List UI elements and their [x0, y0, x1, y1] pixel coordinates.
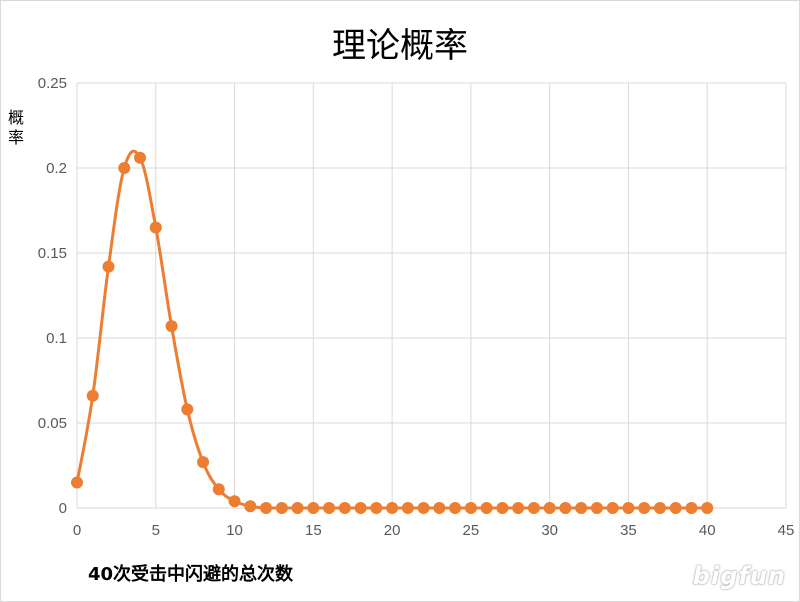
- data-point: [86, 389, 99, 402]
- data-point: [291, 502, 304, 514]
- x-tick-label: 15: [305, 522, 322, 539]
- data-point: [653, 502, 666, 514]
- data-point: [275, 502, 288, 514]
- data-point: [527, 502, 540, 514]
- data-point: [464, 502, 477, 514]
- x-tick-label: 45: [778, 522, 795, 539]
- x-tick-label: 30: [541, 522, 558, 539]
- data-point: [165, 320, 178, 333]
- data-point: [197, 456, 210, 469]
- data-point: [260, 502, 273, 514]
- data-point: [386, 502, 399, 514]
- y-tick-label: 0.25: [38, 75, 67, 92]
- x-tick-labels: 0 5 10 15 20 25 30 35 40 45: [73, 522, 795, 539]
- data-point: [512, 502, 525, 514]
- data-point: [433, 502, 446, 514]
- y-tick-label: 0.1: [46, 330, 67, 347]
- x-tick-label: 40: [699, 522, 716, 539]
- data-point: [496, 502, 509, 514]
- data-point: [338, 502, 351, 514]
- x-tick-label: 35: [620, 522, 637, 539]
- y-tick-label: 0: [59, 500, 67, 517]
- data-point: [575, 502, 588, 514]
- data-point: [71, 476, 83, 489]
- y-tick-label: 0.05: [38, 415, 67, 432]
- x-tick-label: 10: [226, 522, 243, 539]
- data-point: [370, 502, 383, 514]
- data-point: [228, 495, 241, 508]
- data-point: [638, 502, 651, 514]
- data-point: [118, 162, 131, 174]
- data-point: [323, 502, 336, 514]
- data-point: [449, 502, 462, 514]
- chart-title: 理论概率: [332, 26, 468, 66]
- data-point: [401, 502, 414, 514]
- data-point: [181, 403, 194, 416]
- data-point: [149, 221, 162, 234]
- data-point: [244, 500, 257, 513]
- y-tick-label: 0.2: [46, 160, 67, 177]
- data-point: [212, 483, 225, 496]
- data-point: [543, 502, 556, 514]
- gridlines: [76, 82, 787, 509]
- data-point: [606, 502, 619, 514]
- data-point: [701, 502, 714, 514]
- data-point: [685, 502, 698, 514]
- data-point: [559, 502, 572, 514]
- watermark-logo: bigfun: [692, 562, 786, 590]
- x-tick-label: 20: [384, 522, 401, 539]
- data-point: [307, 502, 320, 514]
- x-tick-label: 25: [463, 522, 480, 539]
- x-tick-label: 5: [152, 522, 160, 539]
- y-tick-labels: 0 0.05 0.1 0.15 0.2 0.25: [38, 75, 67, 517]
- data-point: [669, 502, 682, 514]
- data-point: [417, 502, 430, 514]
- x-axis-label: 40次受击中闪避的总次数: [88, 564, 294, 585]
- data-point: [102, 260, 115, 273]
- data-point: [622, 502, 635, 514]
- data-point: [590, 502, 603, 514]
- data-points: [71, 151, 714, 514]
- data-point: [480, 502, 493, 514]
- data-point: [354, 502, 367, 514]
- x-tick-label: 0: [73, 522, 81, 539]
- y-axis-label: 概率: [8, 108, 25, 147]
- y-tick-label: 0.15: [38, 245, 67, 262]
- data-point: [134, 151, 147, 164]
